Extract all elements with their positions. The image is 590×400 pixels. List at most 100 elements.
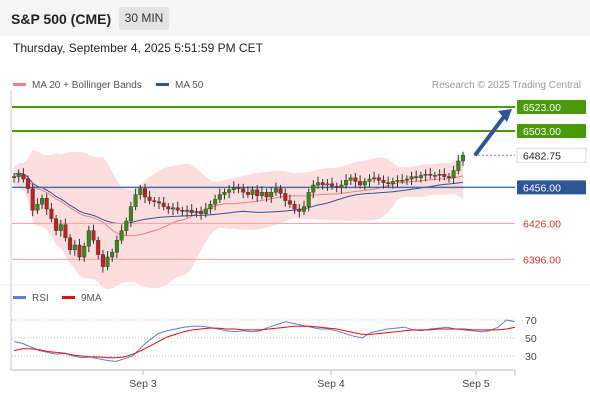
rsi-9ma-line bbox=[13, 325, 516, 359]
forecast-arrow-line bbox=[473, 112, 508, 157]
candle-body bbox=[105, 256, 110, 267]
chart-header bbox=[0, 0, 590, 36]
candle-body bbox=[44, 197, 49, 210]
candle-body bbox=[428, 173, 433, 176]
level-label-6396-00: 6396.00 bbox=[523, 254, 561, 266]
instrument-title: S&P 500 (CME) bbox=[11, 11, 112, 27]
candle-body bbox=[442, 173, 447, 177]
rsi-tick-label-70: 70 bbox=[525, 315, 537, 327]
candle-body bbox=[86, 230, 91, 247]
candle-body bbox=[156, 201, 161, 204]
candle-body bbox=[390, 181, 395, 184]
candle-body bbox=[77, 244, 82, 258]
chart-datetime: Thursday, September 4, 2025 5:51:59 PM C… bbox=[13, 41, 263, 55]
candle-body bbox=[325, 183, 330, 186]
candle-body bbox=[344, 179, 349, 186]
candle-body bbox=[203, 208, 208, 215]
candle-body bbox=[423, 173, 428, 176]
candle-body bbox=[278, 188, 283, 194]
candle-body bbox=[54, 218, 59, 231]
candle-body bbox=[348, 177, 353, 181]
candle-body bbox=[208, 203, 213, 210]
forecast-arrow-head bbox=[498, 109, 512, 122]
candle-body bbox=[395, 179, 400, 182]
candle-body bbox=[404, 178, 409, 181]
legend-item-rsi: RSI bbox=[13, 293, 49, 304]
candle-body bbox=[147, 196, 152, 201]
candle-body bbox=[409, 176, 414, 180]
candle-body bbox=[367, 178, 372, 182]
candle-body bbox=[26, 178, 31, 189]
level-label-6456-00: 6456.00 bbox=[523, 182, 561, 194]
last-price-box bbox=[516, 147, 587, 163]
candle-body bbox=[152, 200, 157, 203]
research-credit: Research © 2025 Trading Central bbox=[431, 80, 581, 91]
candle-body bbox=[170, 207, 175, 210]
candle-body bbox=[175, 207, 180, 211]
candle-body bbox=[306, 191, 311, 207]
legend-label-ma20: MA 20 + Bollinger Bands bbox=[32, 80, 142, 91]
legend-label-rsi: RSI bbox=[32, 293, 49, 304]
legend-item-9ma: 9MA bbox=[62, 293, 102, 304]
level-box-6503-00 bbox=[517, 124, 586, 138]
candle-body bbox=[245, 191, 250, 195]
candle-body bbox=[161, 202, 166, 207]
candle-body bbox=[189, 209, 194, 213]
candle-body bbox=[287, 200, 292, 205]
candle-body bbox=[138, 188, 143, 195]
candle-body bbox=[231, 187, 236, 190]
candle-body bbox=[376, 177, 381, 181]
candle-body bbox=[133, 194, 138, 207]
rsi-tick-label-30: 30 bbox=[525, 351, 537, 363]
legend-label-ma50: MA 50 bbox=[175, 80, 204, 91]
legend-item-ma20: MA 20 + Bollinger Bands bbox=[13, 80, 142, 91]
x-tick-label-Sep-4: Sep 4 bbox=[317, 378, 345, 390]
candle-body bbox=[264, 191, 269, 198]
ma20-swatch bbox=[13, 82, 26, 86]
candle-body bbox=[414, 176, 419, 179]
candle-body bbox=[269, 191, 274, 198]
candle-body bbox=[82, 245, 87, 258]
ma50-swatch bbox=[156, 82, 169, 86]
candle-body bbox=[128, 206, 133, 222]
candle-body bbox=[372, 177, 377, 180]
candle-body bbox=[100, 254, 105, 267]
level-label-6503-00: 6503.00 bbox=[523, 126, 561, 138]
legend-item-ma50: MA 50 bbox=[156, 80, 203, 91]
candle-body bbox=[166, 206, 171, 210]
ma50-line bbox=[13, 172, 464, 225]
candle-body bbox=[447, 176, 452, 179]
candle-body bbox=[250, 189, 255, 195]
candle-body bbox=[255, 189, 260, 197]
level-label-6426-00: 6426.00 bbox=[523, 218, 561, 230]
timeframe-button[interactable]: 30 MIN bbox=[119, 7, 169, 30]
candle-body bbox=[353, 177, 358, 182]
candle-body bbox=[40, 197, 45, 205]
candle-body bbox=[119, 230, 124, 241]
candle-body bbox=[259, 191, 264, 196]
candle-body bbox=[418, 175, 423, 178]
candle-body bbox=[114, 239, 119, 253]
candle-body bbox=[72, 244, 77, 251]
candle-body bbox=[362, 181, 367, 186]
x-tick-label-Sep-3: Sep 3 bbox=[129, 378, 157, 390]
level-box-6523-00 bbox=[517, 100, 586, 114]
rsi-swatch bbox=[13, 295, 26, 299]
candle-body bbox=[381, 179, 386, 183]
candle-body bbox=[180, 209, 185, 212]
candle-body bbox=[142, 188, 147, 198]
candle-body bbox=[124, 220, 129, 231]
level-box-6456-00 bbox=[517, 180, 586, 195]
level-label-6523-00: 6523.00 bbox=[523, 102, 561, 114]
candle-body bbox=[456, 160, 461, 171]
candle-body bbox=[213, 199, 218, 205]
ma9-swatch bbox=[62, 295, 75, 299]
candle-body bbox=[461, 155, 466, 162]
candle-body bbox=[11, 176, 16, 179]
candle-body bbox=[358, 181, 363, 186]
candle-body bbox=[311, 184, 316, 193]
candle-body bbox=[30, 188, 35, 211]
rsi-tick-label-50: 50 bbox=[525, 333, 537, 345]
candle-body bbox=[330, 183, 335, 187]
